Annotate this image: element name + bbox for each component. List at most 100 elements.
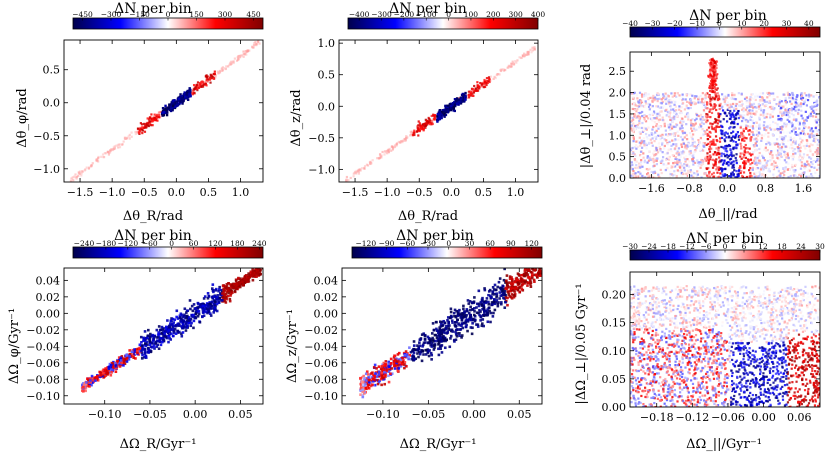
density-cell [221, 67, 223, 69]
density-cell [755, 142, 757, 144]
density-cell [784, 148, 786, 150]
density-cell [673, 118, 675, 120]
density-cell [350, 177, 352, 179]
density-cell [794, 123, 796, 125]
density-cell [110, 371, 113, 374]
density-cell [680, 169, 682, 171]
density-cell [665, 139, 667, 141]
colorbar-tick-label: −300 [371, 10, 392, 19]
density-cell [717, 122, 719, 124]
density-cell [739, 143, 741, 145]
density-cell [752, 151, 754, 153]
density-cell [812, 115, 814, 117]
density-cell [769, 116, 771, 118]
density-cell [681, 165, 683, 167]
density-cell [807, 133, 809, 135]
density-cell [144, 131, 146, 133]
density-cell [82, 386, 85, 389]
density-cell [722, 173, 724, 175]
density-cell [781, 113, 783, 115]
density-cell [647, 155, 649, 157]
density-cell [712, 128, 714, 130]
density-cell [806, 145, 808, 147]
density-cell [760, 140, 762, 142]
density-cell [732, 148, 734, 150]
density-cell [171, 323, 174, 326]
density-cell [659, 126, 661, 128]
y-tick-label: 0.0 [43, 97, 61, 110]
density-cell [789, 109, 791, 111]
density-cell [425, 125, 427, 127]
density-cell [733, 110, 735, 112]
density-cell [755, 160, 757, 162]
density-cell [141, 123, 143, 125]
density-cell [680, 136, 682, 138]
density-cell [810, 143, 812, 145]
density-cell [715, 75, 717, 77]
density-cell [793, 169, 795, 171]
density-cell [817, 119, 819, 121]
density-cell [670, 159, 672, 161]
density-cell [724, 140, 726, 142]
density-cell [712, 153, 714, 155]
density-cell [152, 335, 155, 338]
density-cell [773, 142, 775, 144]
density-cell [636, 126, 638, 128]
density-cell [225, 68, 227, 70]
density-cell [190, 322, 193, 325]
density-cell [718, 156, 720, 158]
density-cell [720, 146, 722, 148]
density-cell [654, 98, 656, 100]
density-cell [436, 120, 438, 122]
panel-5-density [359, 260, 543, 399]
density-cell [743, 156, 745, 158]
density-cell [759, 152, 761, 154]
density-cell [653, 161, 655, 163]
density-cell [175, 332, 178, 335]
density-cell [691, 171, 693, 173]
density-cell [752, 131, 754, 133]
density-cell [741, 120, 743, 122]
density-cell [171, 109, 173, 111]
density-cell [727, 133, 729, 135]
density-cell [741, 100, 743, 102]
density-cell [747, 121, 749, 123]
colorbar-tick-label: −60 [399, 239, 415, 248]
panel-4-colorbar [73, 247, 263, 258]
density-cell [718, 147, 720, 149]
density-cell [236, 60, 238, 62]
density-cell [641, 166, 643, 168]
density-cell [645, 100, 647, 102]
density-cell [776, 165, 778, 167]
density-cell [760, 144, 762, 146]
density-cell [686, 138, 688, 140]
density-cell [178, 98, 180, 100]
density-cell [634, 167, 636, 169]
colorbar-tick-label: −90 [379, 239, 395, 248]
density-cell [783, 140, 785, 142]
density-cell [417, 124, 419, 126]
density-cell [715, 147, 717, 149]
density-cell [710, 148, 712, 150]
density-cell [735, 153, 737, 155]
density-cell [743, 130, 745, 132]
y-tick-label: −0.02 [26, 324, 60, 337]
density-cell [792, 158, 794, 160]
density-cell [472, 95, 474, 97]
colorbar-tick-label: 150 [189, 10, 204, 19]
density-cell [713, 86, 715, 88]
density-cell [758, 103, 760, 105]
density-cell [715, 154, 717, 156]
density-cell [652, 126, 654, 128]
density-cell [778, 168, 780, 170]
density-cell [803, 145, 805, 147]
density-cell [187, 319, 190, 322]
x-tick-label: 0.05 [228, 408, 253, 421]
density-cell [188, 322, 191, 325]
density-cell [107, 366, 110, 369]
density-cell [656, 163, 658, 165]
x-tick-label: 0.00 [183, 408, 208, 421]
density-cell [156, 120, 158, 122]
density-cell [702, 143, 704, 145]
density-cell [168, 325, 171, 328]
